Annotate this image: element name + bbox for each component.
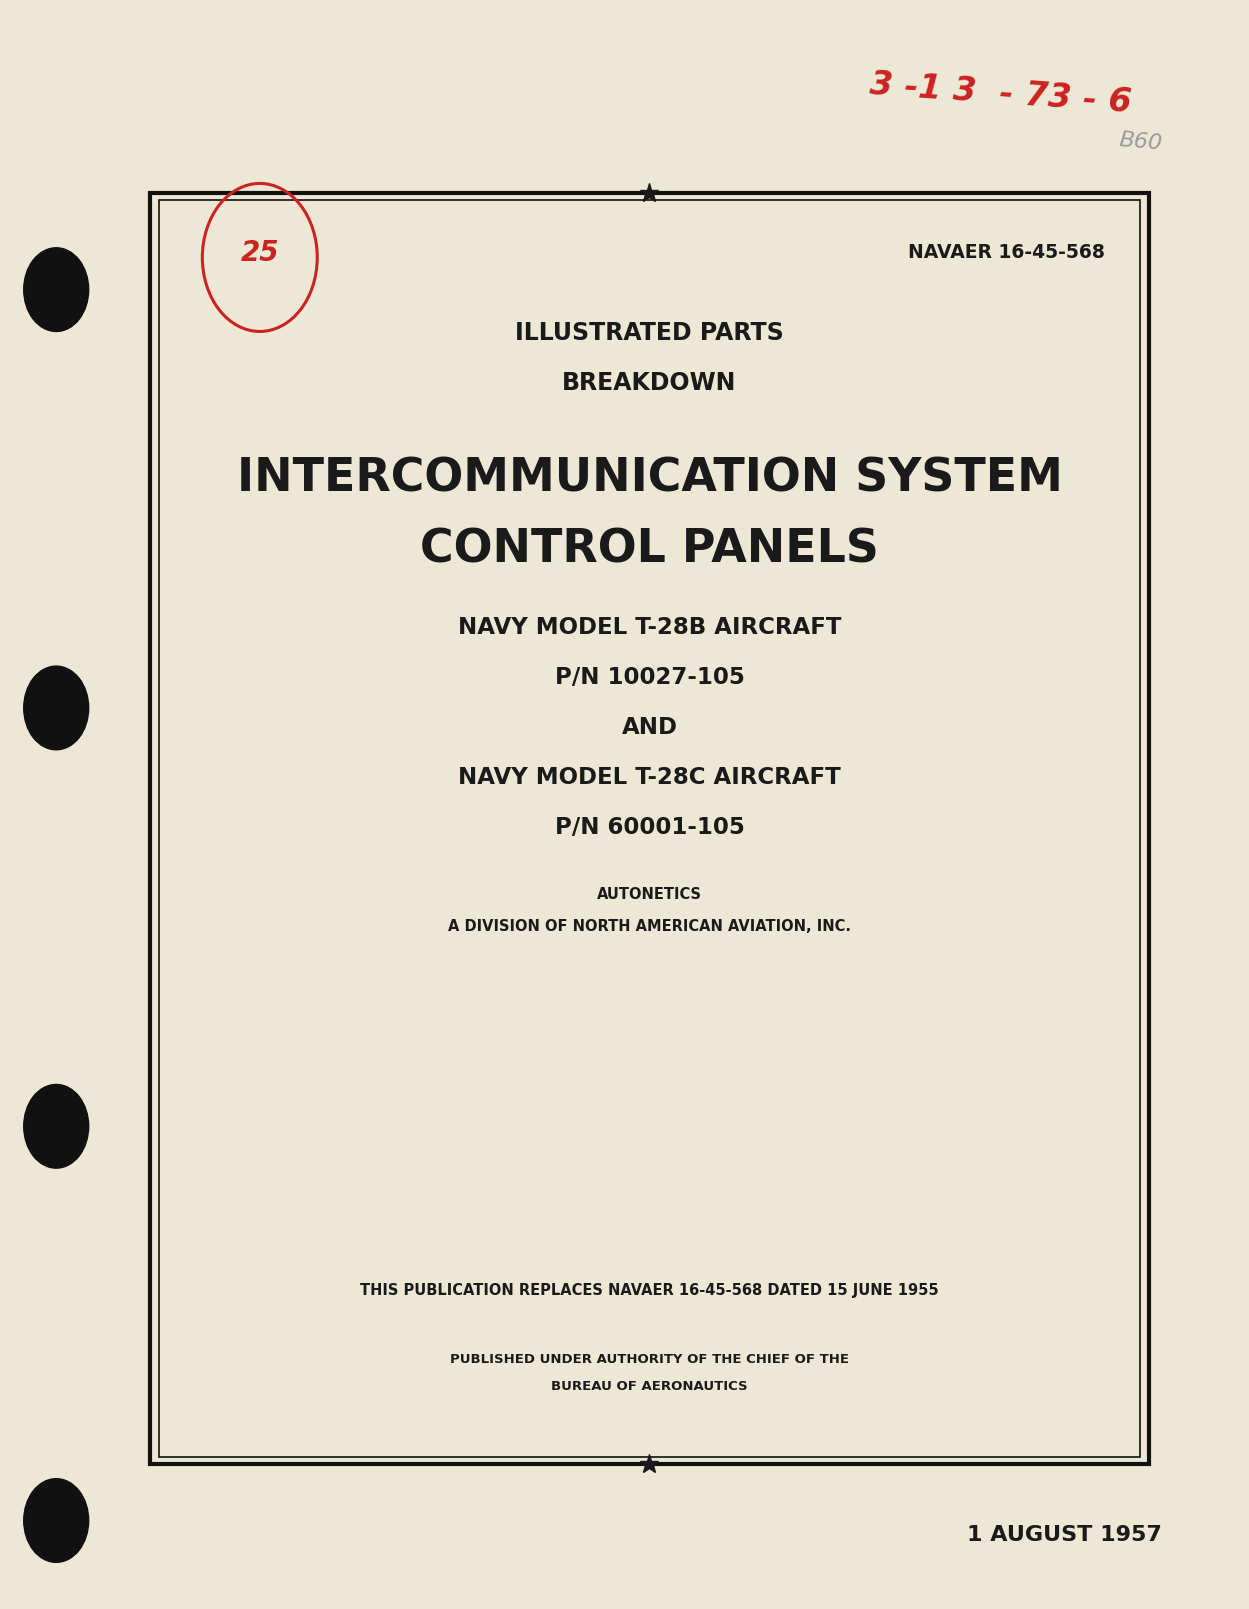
Text: B60: B60 [1118,130,1163,153]
Text: BUREAU OF AERONAUTICS: BUREAU OF AERONAUTICS [551,1381,748,1393]
Bar [150,193,1149,1464]
Text: BREAKDOWN: BREAKDOWN [562,372,737,394]
Text: P/N 60001-105: P/N 60001-105 [555,816,744,838]
Text: NAVY MODEL T-28B AIRCRAFT: NAVY MODEL T-28B AIRCRAFT [457,616,842,639]
Text: AND: AND [622,716,677,739]
Text: THIS PUBLICATION REPLACES NAVAER 16-45-568 DATED 15 JUNE 1955: THIS PUBLICATION REPLACES NAVAER 16-45-5… [360,1282,939,1298]
Text: 3 -1 3  - 73 - 6: 3 -1 3 - 73 - 6 [868,68,1132,119]
Text: AUTONETICS: AUTONETICS [597,887,702,903]
Text: A DIVISION OF NORTH AMERICAN AVIATION, INC.: A DIVISION OF NORTH AMERICAN AVIATION, I… [448,919,851,935]
Bar [159,200,1140,1458]
Circle shape [24,666,89,750]
Text: PUBLISHED UNDER AUTHORITY OF THE CHIEF OF THE: PUBLISHED UNDER AUTHORITY OF THE CHIEF O… [450,1353,849,1366]
Text: INTERCOMMUNICATION SYSTEM: INTERCOMMUNICATION SYSTEM [236,457,1063,502]
Text: NAVY MODEL T-28C AIRCRAFT: NAVY MODEL T-28C AIRCRAFT [458,766,841,788]
Text: ILLUSTRATED PARTS: ILLUSTRATED PARTS [515,322,784,344]
Circle shape [24,1084,89,1168]
Text: 25: 25 [241,238,279,267]
Text: 1 AUGUST 1957: 1 AUGUST 1957 [967,1525,1162,1545]
Circle shape [24,1479,89,1562]
Text: P/N 10027-105: P/N 10027-105 [555,666,744,689]
Text: CONTROL PANELS: CONTROL PANELS [420,528,879,573]
Text: NAVAER 16-45-568: NAVAER 16-45-568 [908,243,1105,262]
Circle shape [24,248,89,331]
